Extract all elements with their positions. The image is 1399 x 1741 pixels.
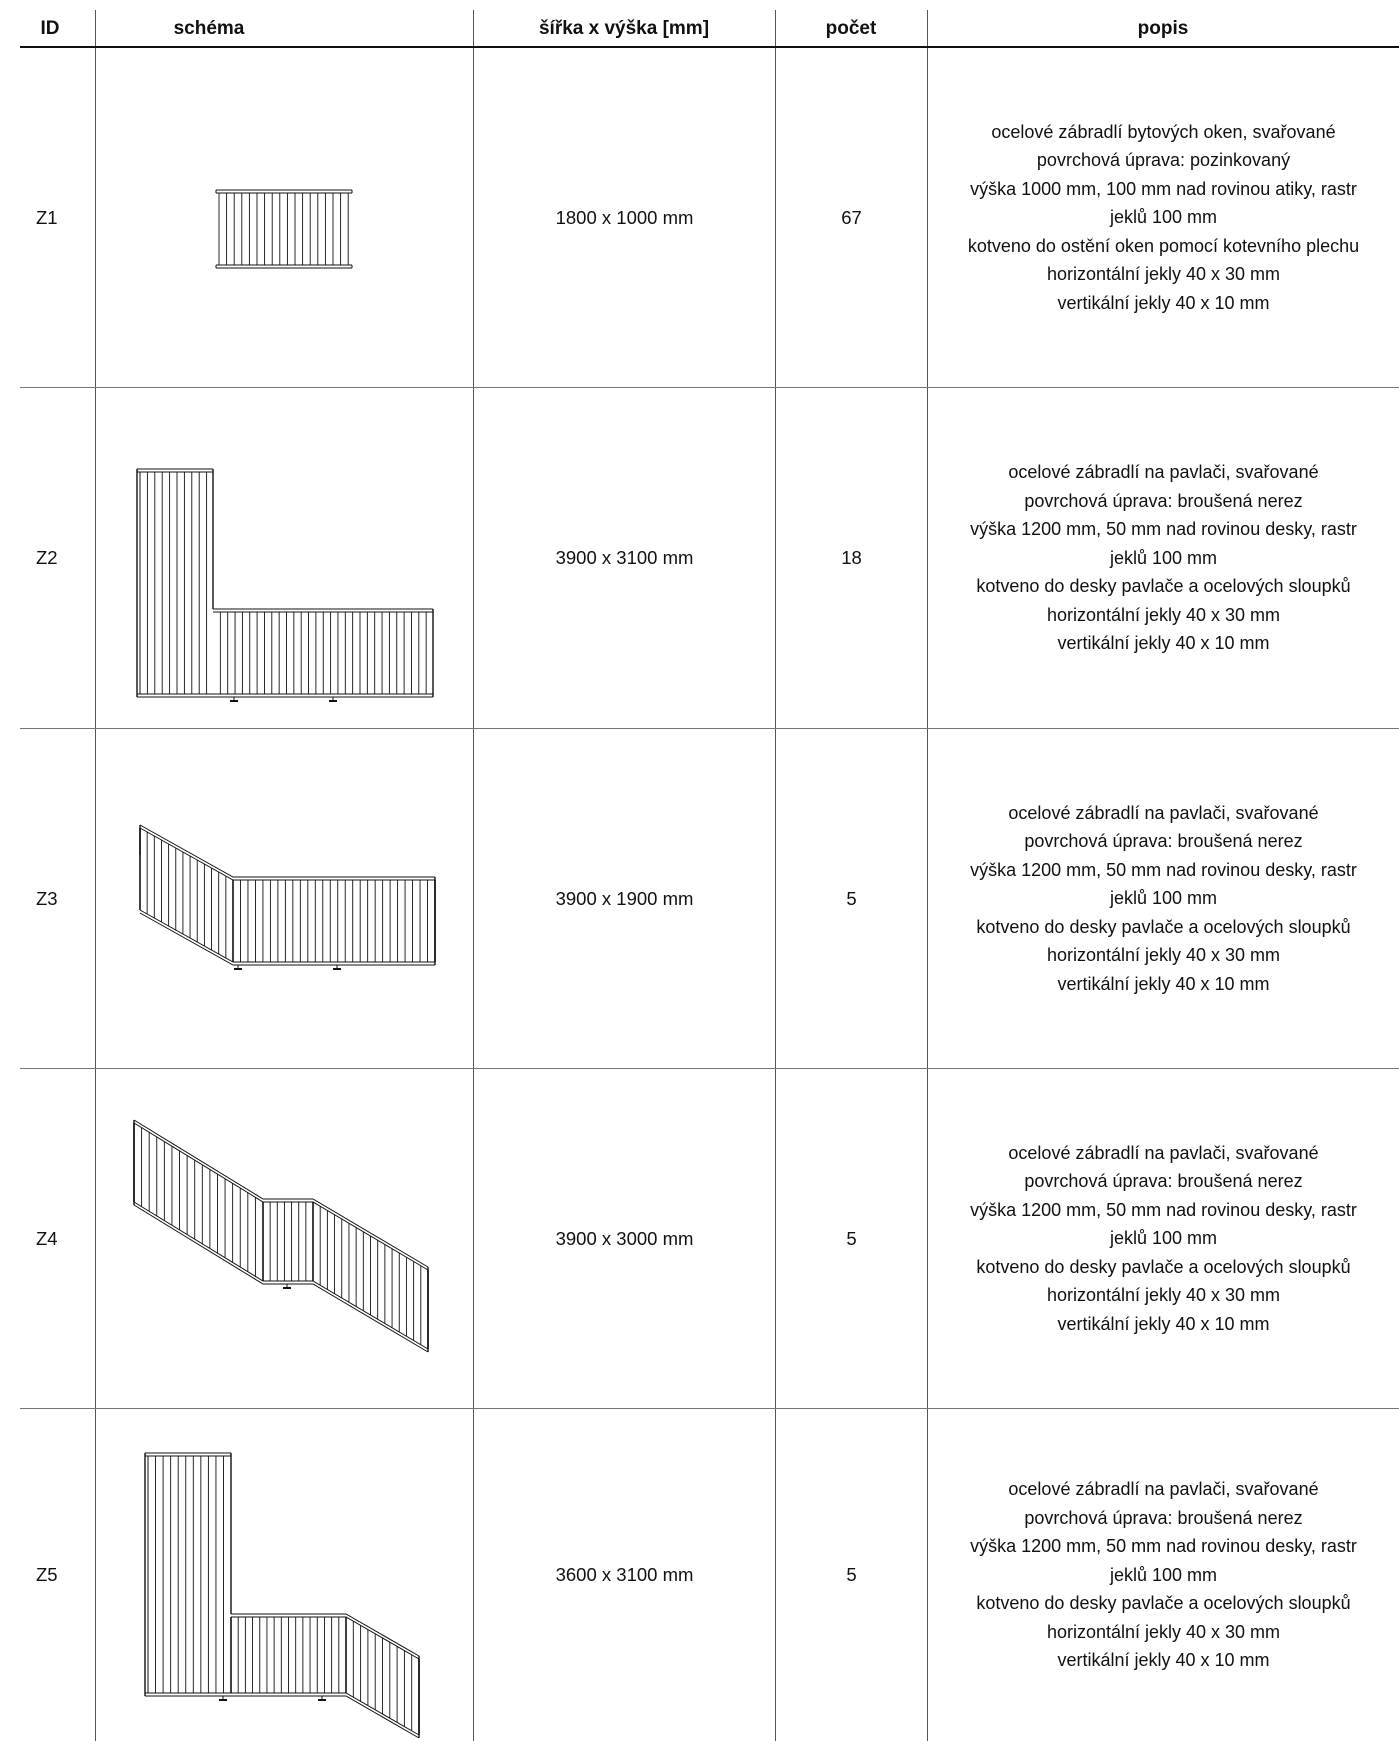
header-count: počet [825,18,877,39]
row-divider [20,728,1399,729]
header-description: popis [1137,18,1189,39]
column-divider [473,10,474,1741]
column-divider [95,10,96,1741]
description-line: jeklů 100 mm [1109,888,1218,909]
description-line: kotveno do desky pavlače a ocelových slo… [976,916,1351,937]
railing-z5-drawing [144,1452,420,1739]
railing-schema-drawing [96,1409,473,1741]
row-id: Z4 [36,1227,58,1249]
description-line: kotveno do ostění oken pomocí kotevního … [967,235,1360,256]
description-line: kotveno do desky pavlače a ocelových slo… [976,1593,1351,1614]
description-line: povrchová úprava: pozinkovaný [1036,150,1291,171]
railing-count: 5 [846,887,857,909]
railing-count: 18 [841,547,862,568]
railing-description: ocelové zábradlí na pavlači, svařované p… [928,388,1399,728]
railing-description: ocelové zábradlí bytových oken, svařovan… [928,48,1399,387]
description-line: jeklů 100 mm [1109,207,1218,228]
description-line: kotveno do desky pavlače a ocelových slo… [976,1256,1351,1277]
row-id: Z3 [36,887,58,909]
description-line: povrchová úprava: broušená nerez [1024,831,1303,852]
description-line: horizontální jekly 40 x 30 mm [1046,1621,1281,1642]
column-divider [775,10,776,1741]
railing-size: 1800 x 1000 mm [555,206,694,228]
description-line: výška 1200 mm, 50 mm nad rovinou desky, … [970,859,1357,880]
description-line: horizontální jekly 40 x 30 mm [1046,264,1281,285]
description-line: ocelové zábradlí na pavlači, svařované [1008,802,1319,823]
railing-count: 5 [846,1227,857,1249]
row-id: Z1 [36,206,58,228]
description-line: výška 1200 mm, 50 mm nad rovinou desky, … [970,1199,1357,1220]
row-divider [20,1068,1399,1069]
description-line: výška 1200 mm, 50 mm nad rovinou desky, … [970,519,1357,540]
description-line: povrchová úprava: broušená nerez [1024,1507,1303,1528]
description-line: vertikální jekly 40 x 10 mm [1057,292,1270,313]
railing-schema-drawing [96,729,473,1068]
description-line: jeklů 100 mm [1109,547,1218,568]
railing-description: ocelové zábradlí na pavlači, svařované p… [928,729,1399,1068]
description-line: vertikální jekly 40 x 10 mm [1057,1650,1270,1671]
railing-size: 3600 x 3100 mm [555,1564,694,1585]
row-divider [20,387,1399,388]
description-line: povrchová úprava: broušená nerez [1024,1171,1303,1192]
description-line: výška 1200 mm, 50 mm nad rovinou desky, … [970,1536,1357,1557]
description-line: jeklů 100 mm [1109,1564,1218,1585]
railing-size: 3900 x 3100 mm [555,547,694,568]
description-line: ocelové zábradlí na pavlači, svařované [1008,1479,1319,1500]
row-id: Z5 [36,1564,58,1585]
railing-schema-drawing [96,388,473,728]
railing-z2-drawing [136,468,434,702]
header-size: šířka x výška [mm] [538,18,710,39]
description-line: kotveno do desky pavlače a ocelových slo… [976,576,1351,597]
header-schema: schéma [173,18,245,39]
railing-size: 3900 x 3000 mm [555,1227,694,1249]
description-line: ocelové zábradlí na pavlači, svařované [1008,1142,1319,1163]
row-id: Z2 [36,547,58,568]
description-line: výška 1000 mm, 100 mm nad rovinou atiky,… [970,178,1357,199]
railing-count: 5 [846,1564,857,1585]
railing-count: 67 [841,206,862,228]
row-divider [20,1408,1399,1409]
description-line: vertikální jekly 40 x 10 mm [1057,973,1270,994]
description-line: ocelové zábradlí na pavlači, svařované [1008,462,1319,483]
railing-z4-drawing [133,1119,429,1353]
railing-description: ocelové zábradlí na pavlači, svařované p… [928,1409,1399,1741]
column-divider [927,10,928,1741]
railing-description: ocelové zábradlí na pavlači, svařované p… [928,1069,1399,1408]
railing-schema-drawing [96,48,473,387]
railing-z1-drawing [215,189,353,269]
description-line: vertikální jekly 40 x 10 mm [1057,1313,1270,1334]
railing-z3-drawing [139,824,436,970]
description-line: vertikální jekly 40 x 10 mm [1057,633,1270,654]
railing-schema-drawing [96,1069,473,1408]
description-line: jeklů 100 mm [1109,1228,1218,1249]
description-line: ocelové zábradlí bytových oken, svařovan… [991,121,1336,142]
railing-size: 3900 x 1900 mm [555,887,694,909]
header-id: ID [40,18,60,39]
description-line: horizontální jekly 40 x 30 mm [1046,945,1281,966]
description-line: horizontální jekly 40 x 30 mm [1046,1285,1281,1306]
header-rule [20,46,1399,48]
description-line: povrchová úprava: broušená nerez [1024,490,1303,511]
description-line: horizontální jekly 40 x 30 mm [1046,604,1281,625]
